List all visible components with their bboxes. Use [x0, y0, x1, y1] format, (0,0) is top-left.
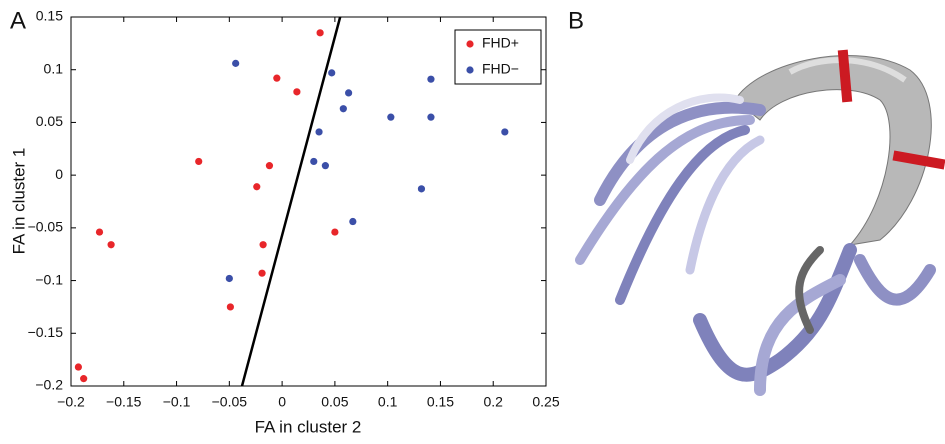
- point: [107, 241, 115, 249]
- point: [501, 128, 509, 136]
- y-tick-label: −0.1: [35, 271, 63, 287]
- y-tick-label: 0: [55, 166, 63, 182]
- legend-label: FHD−: [482, 61, 519, 77]
- x-tick-label: −0.2: [57, 394, 85, 410]
- point: [95, 228, 104, 236]
- y-tick-label: −0.2: [35, 377, 63, 393]
- legend-marker: [466, 40, 474, 48]
- point: [258, 269, 266, 277]
- point: [310, 157, 318, 166]
- x-tick-label: 0: [278, 394, 286, 410]
- point: [387, 113, 395, 121]
- point: [253, 183, 261, 191]
- y-tick-label: 0.05: [36, 113, 63, 129]
- decision-boundary: [240, 16, 342, 387]
- y-tick-label: 0.15: [36, 8, 63, 24]
- point: [417, 185, 426, 193]
- x-tick-label: 0.15: [427, 394, 454, 410]
- point: [331, 228, 339, 236]
- x-tick-label: −0.05: [212, 394, 248, 410]
- point: [293, 88, 301, 96]
- point: [427, 113, 435, 121]
- point: [232, 59, 240, 67]
- panel-label: A: [10, 7, 26, 34]
- legend-marker: [466, 66, 474, 74]
- point: [74, 363, 82, 371]
- point: [225, 274, 233, 283]
- legend-label: FHD+: [482, 35, 519, 51]
- y-tick-label: −0.15: [28, 324, 64, 340]
- point: [80, 375, 88, 383]
- point: [316, 29, 324, 37]
- point: [265, 162, 274, 170]
- panel-label: B: [568, 7, 584, 34]
- point: [345, 89, 353, 97]
- legend-box: [454, 29, 542, 85]
- point: [339, 105, 347, 113]
- tract-render: [575, 49, 945, 396]
- x-tick-label: 0.2: [483, 394, 503, 410]
- point: [321, 162, 329, 170]
- y-axis-label: FA in cluster 1: [9, 148, 28, 255]
- x-tick-label: −0.1: [163, 394, 191, 410]
- y-tick-label: 0.1: [44, 60, 64, 76]
- point: [328, 69, 336, 77]
- point: [259, 241, 267, 249]
- point: [349, 217, 357, 226]
- point: [226, 303, 234, 311]
- x-axis-label: FA in cluster 2: [255, 417, 362, 436]
- y-tick-label: −0.05: [28, 219, 64, 235]
- point: [315, 128, 323, 136]
- x-tick-label: −0.15: [106, 394, 142, 410]
- x-tick-label: 0.25: [532, 394, 559, 410]
- x-tick-label: 0.05: [321, 394, 348, 410]
- point: [273, 74, 281, 82]
- point: [195, 157, 203, 166]
- point: [427, 75, 435, 83]
- x-tick-label: 0.1: [378, 394, 398, 410]
- legend: [454, 29, 542, 85]
